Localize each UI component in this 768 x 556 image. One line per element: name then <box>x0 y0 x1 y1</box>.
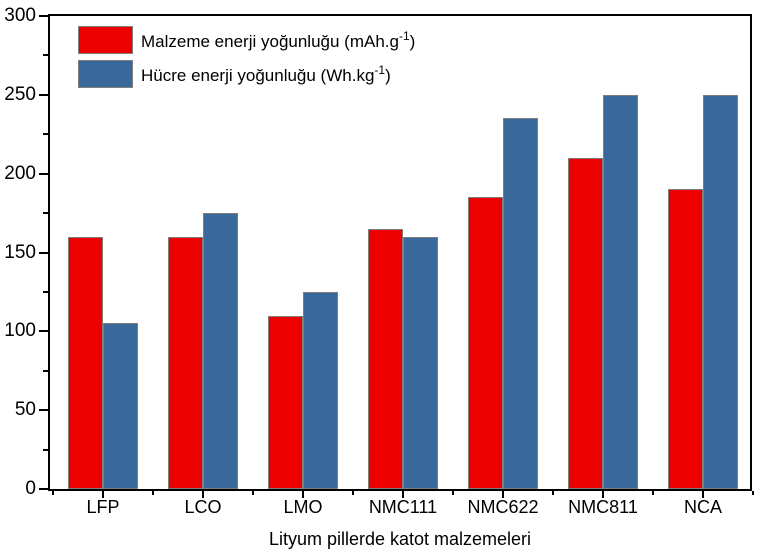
legend-superscript: -1 <box>398 28 410 43</box>
legend-label-malzeme: Malzeme enerji yoğunluğu (mAh.g-1) <box>141 29 415 52</box>
bar-NMC111-series1 <box>403 236 438 489</box>
legend-swatch-blue <box>78 60 133 88</box>
x-axis-minor-tick <box>452 491 454 495</box>
x-tick-label-NMC622: NMC622 <box>467 497 539 517</box>
x-tick-label-NMC111: NMC111 <box>368 497 438 517</box>
bar-LMO-series1 <box>303 291 338 489</box>
y-axis-major-tick <box>39 15 48 17</box>
y-axis-major-tick <box>39 172 48 175</box>
x-axis-title: Lityum pillerde katot malzemeleri <box>268 529 532 549</box>
x-tick-label-LCO: LCO <box>184 497 222 517</box>
x-axis-minor-tick <box>752 491 754 495</box>
bar-NCA-series0 <box>668 189 703 489</box>
bar-LMO-series0 <box>268 315 303 489</box>
y-tick-label-250: 250 <box>4 83 36 105</box>
y-axis-major-tick <box>39 93 48 96</box>
x-axis-major-tick <box>102 491 104 498</box>
y-axis-major-tick <box>39 251 48 254</box>
legend-swatch-red <box>78 26 133 54</box>
y-axis-minor-tick <box>43 133 48 136</box>
bar-NMC622-series1 <box>503 118 538 489</box>
x-axis-minor-tick <box>552 491 554 495</box>
y-axis-minor-tick <box>43 369 48 372</box>
y-tick-label-0: 0 <box>25 478 36 499</box>
x-axis-major-tick <box>302 491 304 498</box>
bar-LCO-series0 <box>168 236 203 489</box>
bar-NMC811-series1 <box>603 94 638 489</box>
legend-text-close: ) <box>409 31 416 51</box>
legend-label-hucre: Hücre enerji yoğunluğu (Wh.kg-1) <box>141 63 391 86</box>
y-tick-label-200: 200 <box>4 162 36 184</box>
x-axis-major-tick <box>502 491 504 498</box>
x-tick-label-LMO: LMO <box>283 497 323 517</box>
legend: Malzeme enerji yoğunluğu (mAh.g-1) Hücre… <box>78 26 415 94</box>
x-axis-minor-tick <box>352 491 354 495</box>
legend-text-close: ) <box>385 65 391 85</box>
y-tick-label-50: 50 <box>14 399 36 421</box>
x-axis-major-tick <box>402 491 404 498</box>
x-axis-minor-tick <box>652 491 654 495</box>
y-axis-minor-tick <box>43 212 48 215</box>
legend-text: Hücre enerji yoğunluğu (Wh.kg <box>141 65 375 85</box>
legend-item-hucre: Hücre enerji yoğunluğu (Wh.kg-1) <box>78 60 415 88</box>
x-tick-label-LFP: LFP <box>86 497 120 517</box>
y-axis-minor-tick <box>43 54 48 57</box>
x-axis-minor-tick <box>52 491 54 495</box>
x-axis-major-tick <box>702 491 704 498</box>
x-axis-minor-tick <box>152 491 154 495</box>
y-axis-major-tick <box>39 330 48 333</box>
bar-LCO-series1 <box>203 213 238 489</box>
y-axis-minor-tick <box>43 290 48 293</box>
bar-LFP-series1 <box>103 323 138 489</box>
y-tick-label-300: 300 <box>4 5 36 26</box>
legend-item-malzeme: Malzeme enerji yoğunluğu (mAh.g-1) <box>78 26 415 54</box>
y-axis-major-tick <box>39 488 48 490</box>
x-tick-label-NCA: NCA <box>683 497 722 517</box>
bar-NMC622-series0 <box>468 197 503 489</box>
y-tick-label-150: 150 <box>4 241 36 263</box>
bar-NCA-series1 <box>703 94 738 489</box>
legend-text: Malzeme enerji yoğunluğu (mAh.g <box>141 31 399 51</box>
legend-superscript: -1 <box>374 62 386 77</box>
x-tick-label-NMC811: NMC811 <box>568 497 638 517</box>
y-tick-label-100: 100 <box>4 320 36 342</box>
bar-LFP-series0 <box>68 236 103 489</box>
bar-NMC811-series0 <box>568 157 603 489</box>
y-axis-minor-tick <box>43 448 48 451</box>
y-axis-major-tick <box>39 409 48 412</box>
x-axis-major-tick <box>602 491 604 498</box>
x-axis-major-tick <box>202 491 204 498</box>
x-axis-minor-tick <box>252 491 254 495</box>
bar-NMC111-series0 <box>368 228 403 489</box>
